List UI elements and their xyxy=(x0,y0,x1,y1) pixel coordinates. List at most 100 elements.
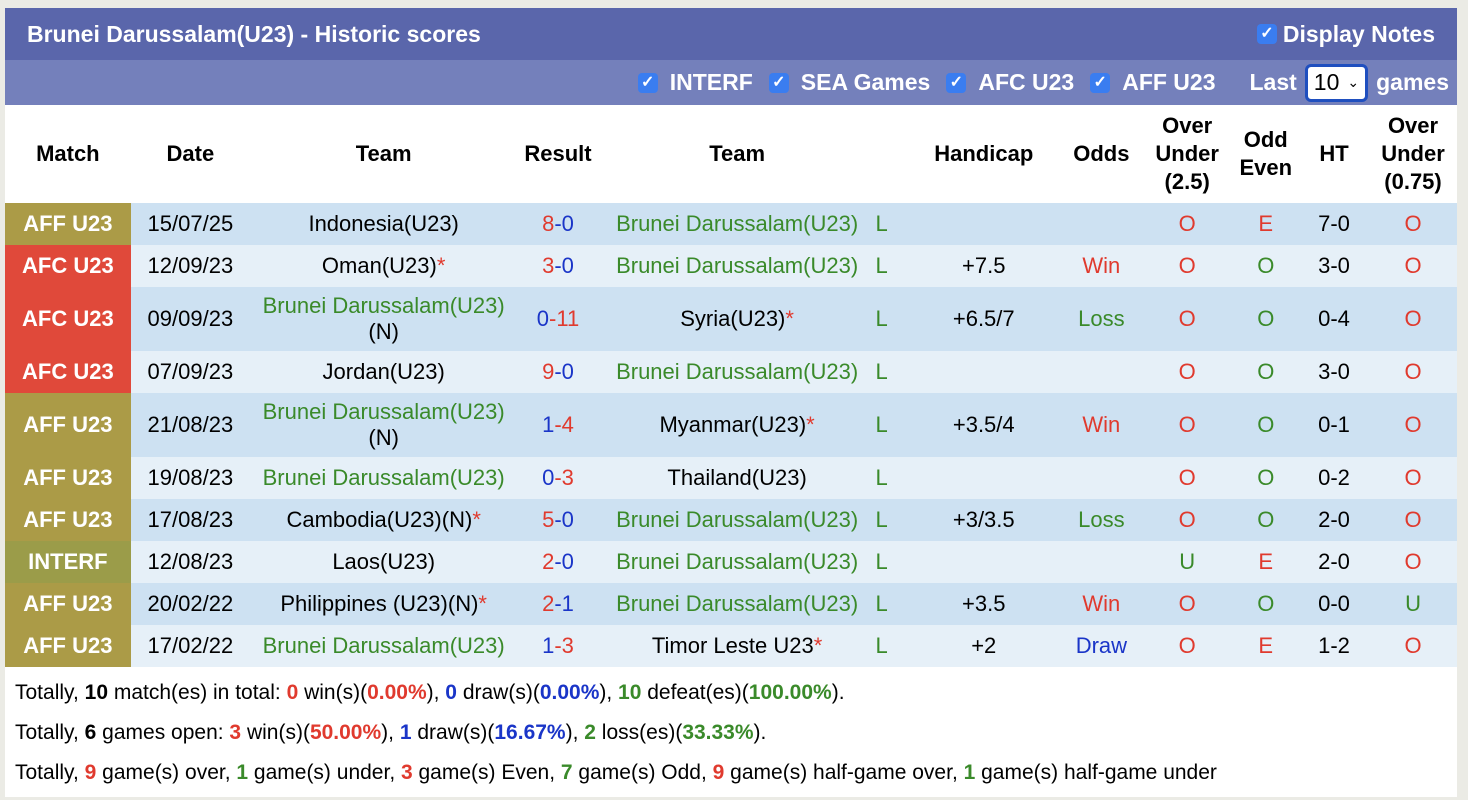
display-notes-label: Display Notes xyxy=(1282,20,1435,47)
away-team[interactable]: Timor Leste U23* xyxy=(598,625,876,667)
away-team[interactable]: Brunei Darussalam(U23) xyxy=(598,203,876,245)
half-time-score: 0-1 xyxy=(1298,393,1370,457)
score-sep: - xyxy=(549,306,557,331)
half-time-score: 0-4 xyxy=(1298,287,1370,351)
score-sep: - xyxy=(554,359,562,384)
filter-aff-u23[interactable]: ✓ AFF U23 xyxy=(1090,69,1216,96)
home-team-name: Brunei Darussalam(U23) xyxy=(262,399,505,424)
away-team[interactable]: Brunei Darussalam(U23) xyxy=(598,583,876,625)
result-score: 9-0 xyxy=(517,351,599,393)
display-notes-toggle[interactable]: ✓ Display Notes xyxy=(1256,20,1435,48)
over-under-0-75: O xyxy=(1369,203,1457,245)
summary-part: match(es) in total: xyxy=(108,681,287,704)
odds-result: Win xyxy=(1060,245,1142,287)
score-sep: - xyxy=(554,253,562,278)
column-header: Result xyxy=(524,141,592,166)
half-time-score: 3-0 xyxy=(1298,245,1370,287)
home-team[interactable]: Oman(U23)* xyxy=(250,245,518,287)
handicap: +6.5/7 xyxy=(906,287,1061,351)
filter-sea-games[interactable]: ✓ SEA Games xyxy=(768,69,930,96)
score-sep: - xyxy=(554,507,562,532)
summary-part: win(s)( xyxy=(241,721,310,744)
table-row: AFC U23 09/09/23 Brunei Darussalam(U23) (N)… xyxy=(5,287,1457,351)
match-date: 09/09/23 xyxy=(130,287,251,351)
neutral-note: (N) xyxy=(368,425,399,450)
home-team[interactable]: Cambodia(U23)(N)* xyxy=(250,499,518,541)
summary-part: 9 xyxy=(712,761,725,784)
away-team[interactable]: Brunei Darussalam(U23) xyxy=(598,351,876,393)
summary-part: Totally, xyxy=(15,681,85,704)
home-team[interactable]: Jordan(U23) xyxy=(250,351,518,393)
match-date: 07/09/23 xyxy=(130,351,251,393)
checkbox-checked-icon[interactable]: ✓ xyxy=(768,72,789,93)
away-score: 0 xyxy=(561,253,574,278)
home-score: 3 xyxy=(542,253,555,278)
home-team-name: Brunei Darussalam(U23) xyxy=(262,293,505,318)
home-team[interactable]: Laos(U23) xyxy=(250,541,518,583)
score-sep: - xyxy=(554,549,562,574)
result-score: 3-0 xyxy=(517,245,599,287)
summary-part: 16.67% xyxy=(494,721,566,744)
table-row: AFF U23 21/08/23 Brunei Darussalam(U23) (N)… xyxy=(5,393,1457,457)
away-team-name: Brunei Darussalam(U23) xyxy=(616,591,859,616)
table-row: AFC U23 12/09/23 Oman(U23)* 3-0 Brunei Darus… xyxy=(5,245,1457,287)
filter-interf[interactable]: ✓ INTERF xyxy=(637,69,753,96)
odd-even: E xyxy=(1232,541,1299,583)
away-team[interactable]: Myanmar(U23)* xyxy=(598,393,876,457)
home-team-name: Oman(U23) xyxy=(321,253,437,278)
last-label: Last xyxy=(1249,69,1297,95)
checkbox-checked-icon[interactable]: ✓ xyxy=(1256,24,1277,44)
home-team-name: Jordan(U23) xyxy=(322,359,445,384)
handicap: +3/3.5 xyxy=(906,499,1061,541)
away-score: 11 xyxy=(556,306,580,331)
home-score: 1 xyxy=(542,412,555,437)
away-score: 0 xyxy=(561,507,574,532)
summary-part: 0.00% xyxy=(367,681,427,704)
chevron-down-icon: ⌄ xyxy=(1347,74,1360,90)
neutral-note: (N) xyxy=(368,319,399,344)
match-result: L xyxy=(875,499,907,541)
home-team[interactable]: Brunei Darussalam(U23) (N) xyxy=(250,287,518,351)
home-score: 0 xyxy=(542,465,555,490)
filter-afc-u23[interactable]: ✓ AFC U23 xyxy=(946,69,1074,96)
match-date: 17/08/23 xyxy=(130,499,251,541)
away-team[interactable]: Brunei Darussalam(U23) xyxy=(598,499,876,541)
summary-part: 0 xyxy=(286,681,299,704)
summary-part: 1 xyxy=(963,761,976,784)
home-team-name: Indonesia(U23) xyxy=(308,211,459,236)
table-row: AFC U23 07/09/23 Jordan(U23) 9-0 Brunei Daru… xyxy=(5,351,1457,393)
checkbox-checked-icon[interactable]: ✓ xyxy=(946,72,967,93)
checkbox-checked-icon[interactable]: ✓ xyxy=(1090,72,1111,93)
summary-line: Totally, 9 game(s) over, 1 game(s) under… xyxy=(15,753,1447,793)
home-team[interactable]: Brunei Darussalam(U23) (N) xyxy=(250,393,518,457)
away-team-name: Brunei Darussalam(U23) xyxy=(616,549,859,574)
handicap: +7.5 xyxy=(906,245,1061,287)
table-row: INTERF 12/08/23 Laos(U23) 2-0 Brunei Darussa… xyxy=(5,541,1457,583)
home-team[interactable]: Philippines (U23)(N)* xyxy=(250,583,518,625)
match-date: 12/09/23 xyxy=(130,245,251,287)
home-team[interactable]: Brunei Darussalam(U23) xyxy=(250,625,518,667)
odds-result: Loss xyxy=(1060,287,1142,351)
neutral-star: * xyxy=(785,306,794,331)
away-team[interactable]: Thailand(U23) xyxy=(598,457,876,499)
match-result: L xyxy=(875,393,907,457)
home-score: 1 xyxy=(542,633,555,658)
summary-line: Totally, 6 games open: 3 win(s)(50.00%),… xyxy=(15,713,1447,753)
over-under-2-5: O xyxy=(1141,583,1233,625)
over-under-0-75: O xyxy=(1369,393,1457,457)
away-team[interactable]: Brunei Darussalam(U23) xyxy=(598,245,876,287)
last-games-select[interactable]: 10 ⌄ xyxy=(1304,63,1369,102)
checkbox-checked-icon[interactable]: ✓ xyxy=(637,72,658,93)
odd-even: O xyxy=(1232,287,1299,351)
match-result: L xyxy=(875,457,907,499)
away-team-name: Timor Leste U23 xyxy=(651,633,814,658)
summary-part: game(s) under, xyxy=(248,761,401,784)
summary-part: ), xyxy=(599,681,619,704)
away-team[interactable]: Syria(U23)* xyxy=(598,287,876,351)
away-team[interactable]: Brunei Darussalam(U23) xyxy=(598,541,876,583)
odd-even: O xyxy=(1232,457,1299,499)
summary-part: 7 xyxy=(560,761,573,784)
away-team-name: Thailand(U23) xyxy=(667,465,807,490)
home-team[interactable]: Indonesia(U23) xyxy=(250,203,518,245)
home-team[interactable]: Brunei Darussalam(U23) xyxy=(250,457,518,499)
